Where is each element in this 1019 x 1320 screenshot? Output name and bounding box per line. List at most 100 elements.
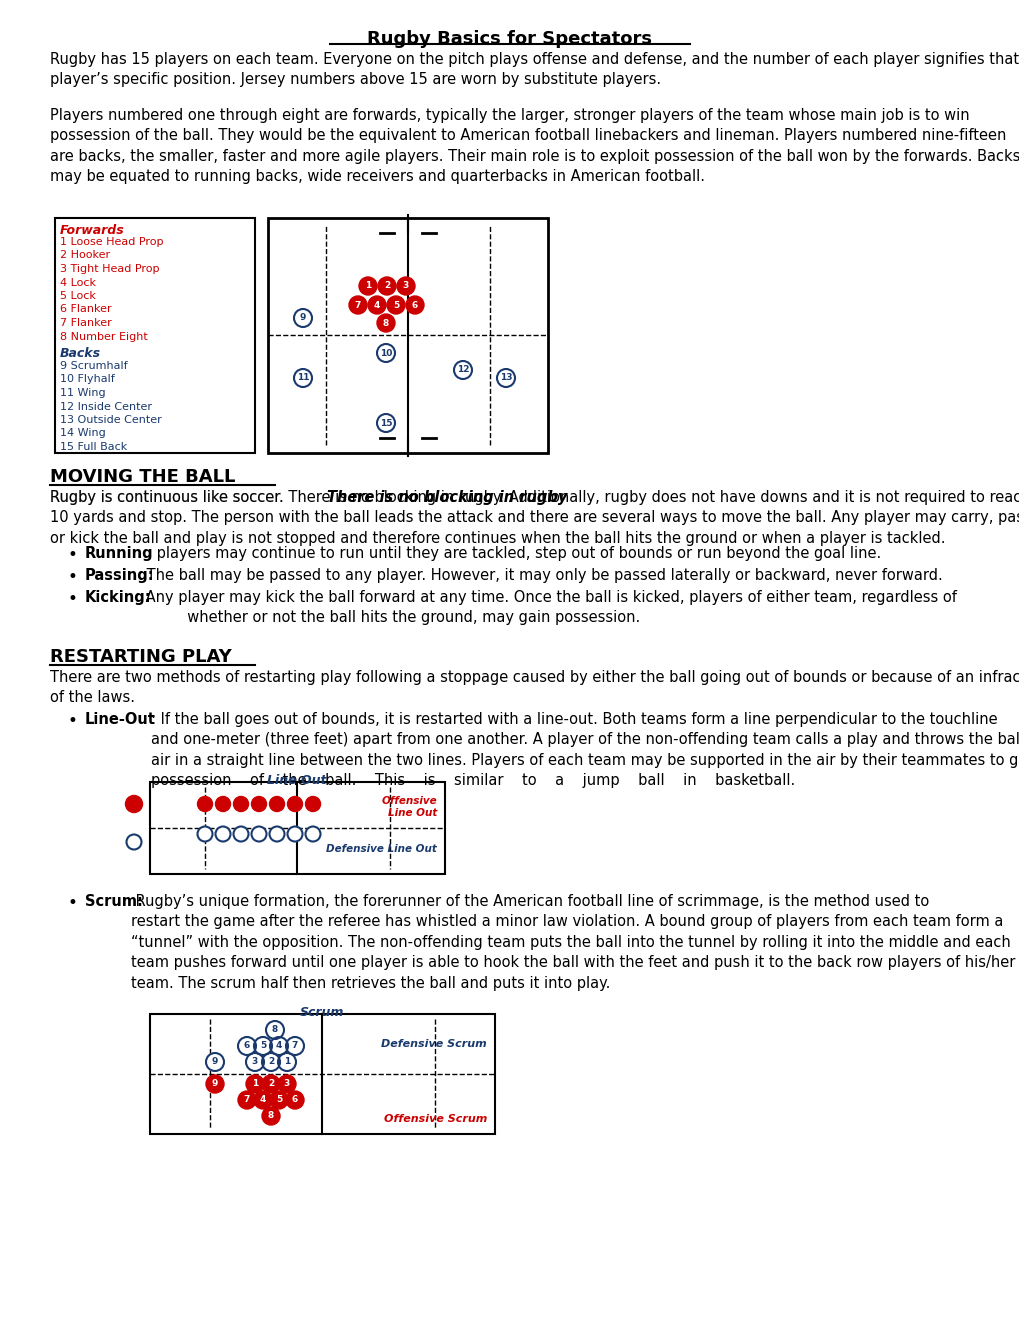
Text: •: •: [68, 546, 77, 564]
Circle shape: [198, 796, 212, 812]
Text: 10: 10: [379, 348, 391, 358]
Circle shape: [368, 296, 385, 314]
Circle shape: [252, 796, 266, 812]
Circle shape: [377, 414, 394, 432]
Circle shape: [254, 1092, 272, 1109]
Circle shape: [285, 1038, 304, 1055]
Circle shape: [206, 1074, 224, 1093]
Text: 5: 5: [275, 1096, 282, 1105]
Text: Rugby’s unique formation, the forerunner of the American football line of scrimm: Rugby’s unique formation, the forerunner…: [130, 894, 1014, 990]
Circle shape: [198, 826, 212, 842]
Text: Offensive Scrum: Offensive Scrum: [383, 1114, 486, 1125]
Circle shape: [246, 1074, 264, 1093]
Text: Defensive Scrum: Defensive Scrum: [381, 1039, 486, 1049]
Text: 11: 11: [297, 374, 309, 383]
Circle shape: [215, 796, 230, 812]
Circle shape: [306, 796, 320, 812]
Circle shape: [287, 826, 303, 842]
Text: 4: 4: [260, 1096, 266, 1105]
Text: The ball may be passed to any player. However, it may only be passed laterally o: The ball may be passed to any player. Ho…: [142, 568, 942, 583]
Circle shape: [266, 1020, 283, 1039]
Text: Rugby Basics for Spectators: Rugby Basics for Spectators: [367, 30, 652, 48]
Circle shape: [287, 796, 303, 812]
Text: 9 Scrumhalf: 9 Scrumhalf: [60, 360, 127, 371]
Text: 5: 5: [260, 1041, 266, 1051]
Circle shape: [237, 1038, 256, 1055]
Text: 2: 2: [383, 281, 389, 290]
Text: Scrum: Scrum: [300, 1006, 343, 1019]
Text: 13: 13: [499, 374, 512, 383]
Text: 8: 8: [268, 1111, 274, 1121]
Circle shape: [126, 834, 142, 850]
Circle shape: [396, 277, 415, 294]
Text: 1: 1: [365, 281, 371, 290]
Text: Running: Running: [85, 546, 154, 561]
Circle shape: [270, 1038, 287, 1055]
Text: 3: 3: [403, 281, 409, 290]
Circle shape: [285, 1092, 304, 1109]
Circle shape: [252, 826, 266, 842]
Text: Passing:: Passing:: [85, 568, 155, 583]
Text: 5: 5: [392, 301, 398, 309]
Text: 12 Inside Center: 12 Inside Center: [60, 401, 152, 412]
Circle shape: [278, 1053, 296, 1071]
Text: 15 Full Back: 15 Full Back: [60, 442, 127, 451]
Text: 4: 4: [275, 1041, 282, 1051]
Text: 8: 8: [272, 1026, 278, 1035]
Text: : If the ball goes out of bounds, it is restarted with a line-out. Both teams fo: : If the ball goes out of bounds, it is …: [151, 711, 1019, 788]
Text: 8 Number Eight: 8 Number Eight: [60, 331, 148, 342]
Text: 6: 6: [244, 1041, 250, 1051]
Text: There are two methods of restarting play following a stoppage caused by either t: There are two methods of restarting play…: [50, 671, 1019, 705]
FancyBboxPatch shape: [55, 218, 255, 453]
Text: 9: 9: [212, 1057, 218, 1067]
Circle shape: [269, 826, 284, 842]
Circle shape: [246, 1053, 264, 1071]
Text: 7: 7: [244, 1096, 250, 1105]
Text: Line Out: Line Out: [267, 774, 326, 787]
Circle shape: [233, 826, 249, 842]
Circle shape: [270, 1092, 287, 1109]
Text: Backs: Backs: [60, 347, 101, 360]
Text: Forwards: Forwards: [60, 224, 124, 238]
Text: Line-Out: Line-Out: [85, 711, 156, 727]
Circle shape: [215, 826, 230, 842]
Text: Rugby has 15 players on each team. Everyone on the pitch plays offense and defen: Rugby has 15 players on each team. Every…: [50, 51, 1018, 87]
Circle shape: [262, 1107, 280, 1125]
Text: 13 Outside Center: 13 Outside Center: [60, 414, 162, 425]
Circle shape: [278, 1074, 296, 1093]
FancyBboxPatch shape: [150, 781, 444, 874]
Text: 2: 2: [268, 1057, 274, 1067]
Text: 3 Tight Head Prop: 3 Tight Head Prop: [60, 264, 159, 275]
Text: Scrum:: Scrum:: [85, 894, 143, 909]
Text: 3: 3: [283, 1080, 289, 1089]
Text: Kicking:: Kicking:: [85, 590, 152, 605]
Text: 8: 8: [382, 318, 388, 327]
Text: 7 Flanker: 7 Flanker: [60, 318, 112, 327]
Circle shape: [262, 1053, 280, 1071]
Text: 12: 12: [457, 366, 469, 375]
Circle shape: [453, 360, 472, 379]
Text: : players may continue to run until they are tackled, step out of bounds or run : : players may continue to run until they…: [147, 546, 880, 561]
Circle shape: [125, 796, 143, 813]
Text: Rugby is continuous like soccer.: Rugby is continuous like soccer.: [50, 490, 288, 506]
Circle shape: [293, 309, 312, 327]
Text: 1: 1: [283, 1057, 289, 1067]
Text: Offensive
Line Out: Offensive Line Out: [381, 796, 436, 817]
Text: RESTARTING PLAY: RESTARTING PLAY: [50, 648, 231, 667]
FancyBboxPatch shape: [268, 218, 547, 453]
Circle shape: [206, 1053, 224, 1071]
Text: 6 Flanker: 6 Flanker: [60, 305, 111, 314]
Circle shape: [386, 296, 405, 314]
Text: 9: 9: [300, 314, 306, 322]
Text: Rugby is continuous like soccer.: Rugby is continuous like soccer.: [50, 490, 288, 506]
Text: 5 Lock: 5 Lock: [60, 290, 96, 301]
Circle shape: [359, 277, 377, 294]
Circle shape: [377, 345, 394, 362]
Circle shape: [348, 296, 367, 314]
Text: •: •: [68, 568, 77, 586]
Text: 6: 6: [412, 301, 418, 309]
Circle shape: [406, 296, 424, 314]
Text: 15: 15: [379, 418, 392, 428]
Text: 4 Lock: 4 Lock: [60, 277, 96, 288]
Text: Players numbered one through eight are forwards, typically the larger, stronger : Players numbered one through eight are f…: [50, 108, 1019, 185]
